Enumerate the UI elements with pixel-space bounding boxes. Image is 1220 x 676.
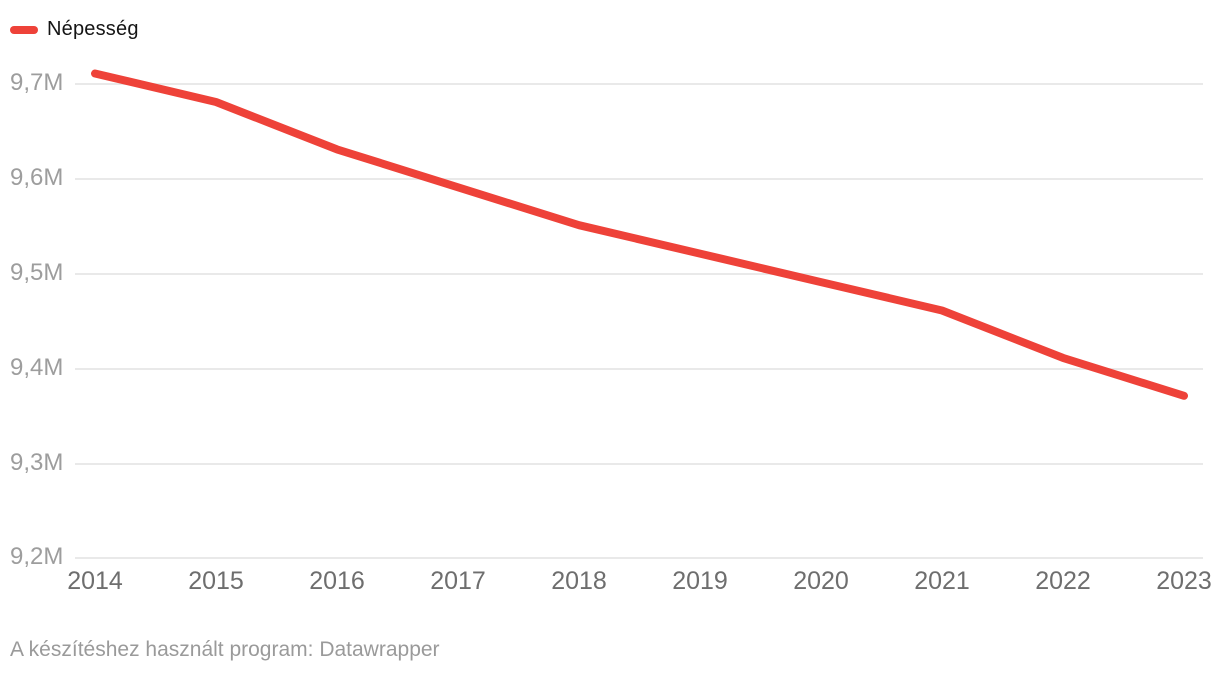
gridline-9-6m [75, 178, 1203, 180]
gridline-9-4m [75, 368, 1203, 370]
y-axis-label: 9,3M [10, 449, 64, 476]
attribution-footer: A készítéshez használt program: Datawrap… [10, 638, 440, 661]
population-series-line [91, 69, 1188, 400]
gridline-9-7m [75, 83, 1203, 85]
x-axis-label: 2022 [1035, 567, 1091, 595]
x-axis-label: 2020 [793, 567, 849, 595]
gridline-9-5m [75, 273, 1203, 275]
legend-series-label: Népesség [47, 18, 139, 40]
gridline-9-3m [75, 463, 1203, 465]
x-axis-label: 2018 [551, 567, 607, 595]
x-axis-label: 2015 [188, 567, 244, 595]
legend-line-swatch [10, 25, 38, 34]
gridline-9-2m [75, 557, 1203, 559]
x-axis-label: 2023 [1156, 567, 1212, 595]
y-axis-label: 9,5M [10, 259, 64, 286]
y-axis-label: 9,4M [10, 354, 64, 381]
x-axis-label: 2014 [67, 567, 123, 595]
y-axis-label: 9,6M [10, 164, 64, 191]
line-chart-canvas [91, 69, 1188, 400]
x-axis-label: 2016 [309, 567, 365, 595]
line-chart-plot-area: 9,7M 9,6M 9,5M 9,4M 9,3M 9,2M 2014 2015 … [10, 69, 1212, 595]
y-axis-label: 9,2M [10, 543, 64, 570]
x-axis-label: 2021 [914, 567, 970, 595]
legend: Népesség [10, 18, 139, 41]
x-axis-label: 2017 [430, 567, 486, 595]
y-axis-label: 9,7M [10, 69, 64, 96]
x-axis-label: 2019 [672, 567, 728, 595]
